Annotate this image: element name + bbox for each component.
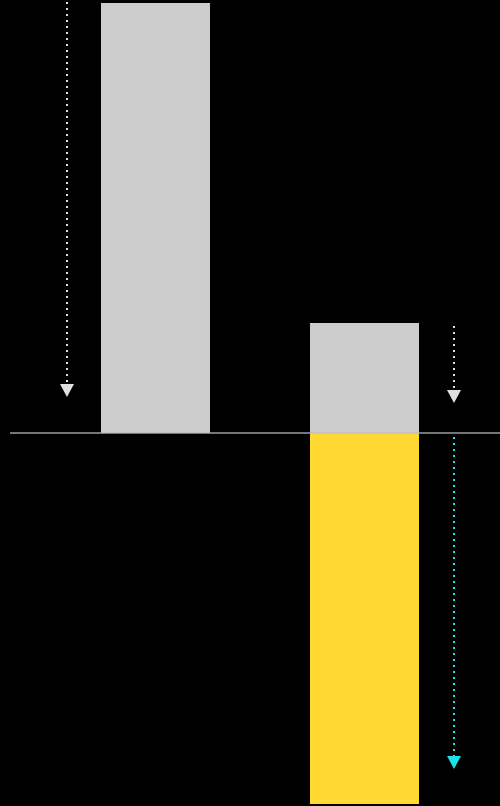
right-lower-arrow-head <box>447 756 461 769</box>
left-arrow-head <box>60 384 74 397</box>
left-down-arrow <box>60 2 74 397</box>
left-gray-bar <box>101 3 210 433</box>
right-upper-down-arrow <box>447 326 461 403</box>
right-lower-down-arrow <box>447 437 461 769</box>
right-yellow-bar <box>310 433 419 804</box>
right-gray-bar <box>310 323 419 433</box>
right-upper-arrow-head <box>447 390 461 403</box>
